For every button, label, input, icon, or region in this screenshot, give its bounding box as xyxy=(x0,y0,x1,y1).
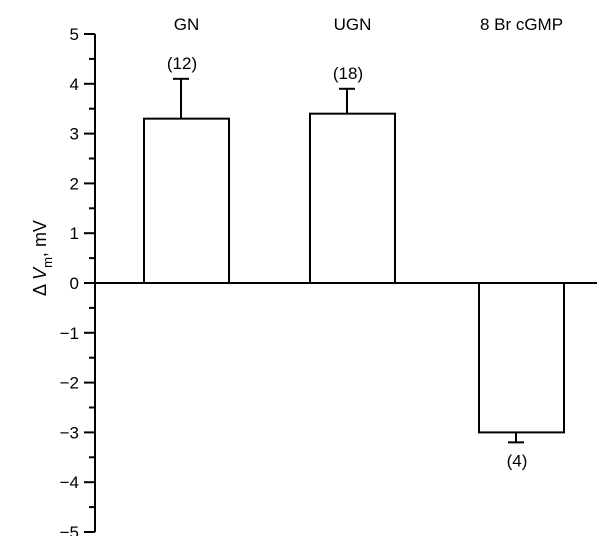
y-ticks xyxy=(84,33,95,533)
y-tick-label: 0 xyxy=(70,274,79,293)
bars xyxy=(143,112,565,434)
y-tick-label: 3 xyxy=(70,125,79,144)
y-tick-label: 5 xyxy=(70,25,79,44)
y-tick-label: −2 xyxy=(60,374,79,393)
category-labels: GN UGN 8 Br cGMP xyxy=(174,15,563,34)
n-label-1: (18) xyxy=(333,64,363,83)
category-label-2: 8 Br cGMP xyxy=(480,15,563,34)
y-tick-label: −4 xyxy=(60,473,79,492)
n-label-2: (4) xyxy=(507,451,528,470)
y-tick-label: 1 xyxy=(70,224,79,243)
y-tick-labels: 5 4 3 2 1 0 −1 −2 −3 −4 −5 xyxy=(60,25,79,536)
category-label-1: UGN xyxy=(334,15,372,34)
bar-2 xyxy=(478,282,565,434)
n-label-0: (12) xyxy=(167,54,197,73)
category-label-0: GN xyxy=(174,15,200,34)
y-tick-label: 2 xyxy=(70,174,79,193)
y-axis-label: Δ Vm, mV xyxy=(30,220,55,296)
y-tick-label: −3 xyxy=(60,423,79,442)
sample-size-labels: (12) (18) (4) xyxy=(167,54,528,471)
bar-1 xyxy=(309,112,396,285)
error-bars xyxy=(173,77,524,444)
y-tick-label: −1 xyxy=(60,324,79,343)
bar-0 xyxy=(143,117,230,284)
y-tick-label: −5 xyxy=(60,523,79,536)
y-tick-label: 4 xyxy=(70,75,79,94)
